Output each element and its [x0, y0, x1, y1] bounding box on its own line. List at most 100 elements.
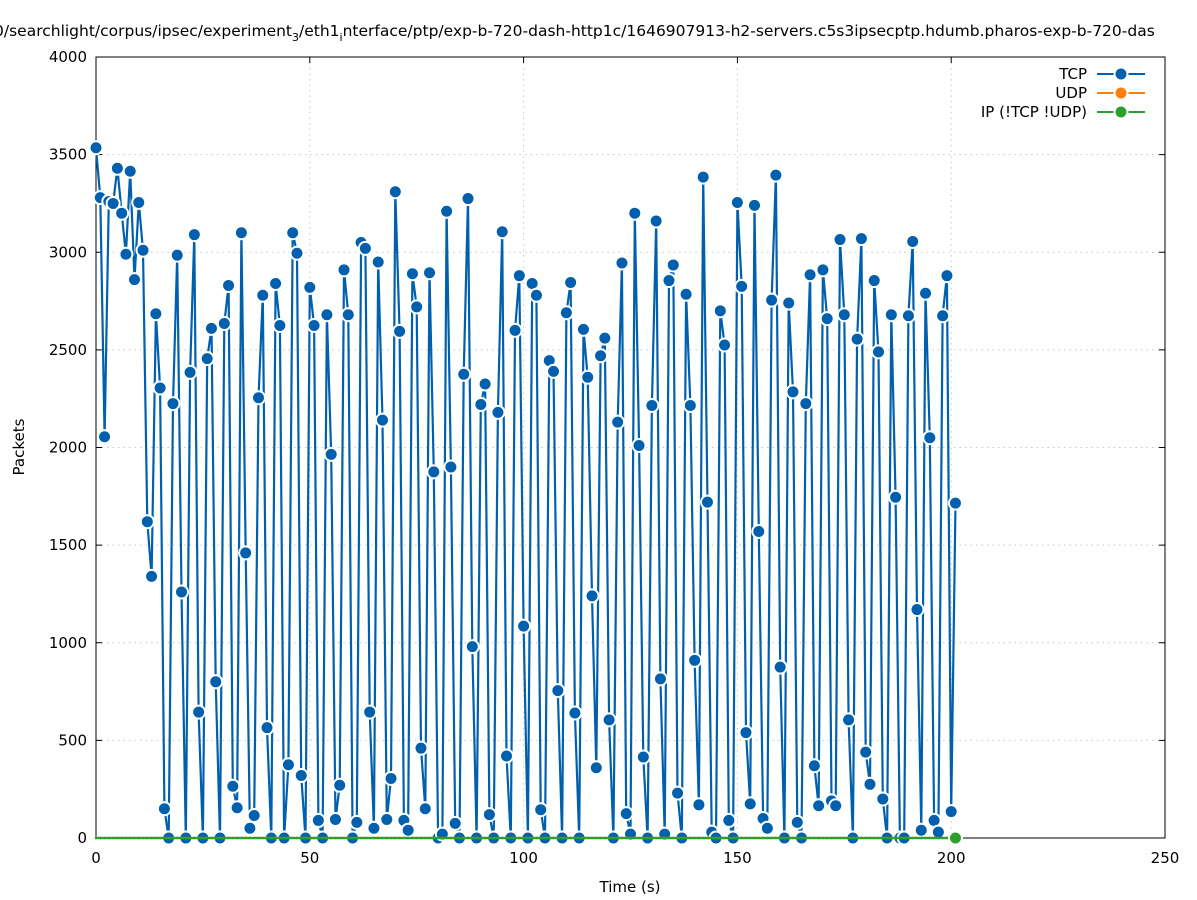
- data-point-ip-tcp-udp: [329, 836, 333, 840]
- data-point-ip-tcp-udp: [902, 836, 906, 840]
- data-point-tcp: [922, 430, 938, 446]
- data-point-ip-tcp-udp: [188, 836, 192, 840]
- data-point-ip-tcp-udp: [646, 836, 649, 840]
- data-point-tcp: [558, 305, 574, 321]
- data-point-ip-tcp-udp: [240, 836, 243, 840]
- data-point-ip-tcp-udp: [599, 836, 602, 840]
- title-segment: 0/searchlight/corpus/ipsec/experiment: [0, 22, 292, 40]
- data-point-tcp: [456, 366, 472, 382]
- data-point-ip-tcp-udp: [766, 836, 769, 840]
- data-point-ip-tcp-udp: [727, 836, 731, 840]
- data-point-ip-tcp-udp: [932, 836, 936, 840]
- data-point-ip-tcp-udp: [761, 836, 765, 840]
- data-point-tcp: [909, 602, 925, 618]
- data-point-tcp: [250, 390, 266, 406]
- data-point-ip-tcp-udp: [530, 836, 534, 840]
- data-point-tcp: [259, 720, 275, 736]
- data-point-tcp: [165, 396, 181, 412]
- data-point-tcp: [507, 322, 523, 338]
- data-point-ip-tcp-udp: [847, 836, 850, 840]
- series-line-tcp: [94, 147, 957, 840]
- data-point-ip-tcp-udp: [642, 836, 645, 840]
- data-point-tcp: [199, 351, 215, 367]
- data-point-tcp: [563, 275, 579, 291]
- data-point-ip-tcp-udp: [163, 836, 166, 840]
- data-point-tcp: [464, 639, 480, 655]
- data-point-tcp: [678, 286, 694, 302]
- data-point-ip-tcp-udp: [137, 836, 140, 840]
- x-tick-label: 250: [1151, 849, 1180, 867]
- data-point-ip-tcp-udp: [817, 836, 820, 840]
- data-point-ip-tcp-udp: [261, 836, 264, 840]
- data-point-tcp: [191, 704, 207, 720]
- title-segment: /eth1: [299, 22, 340, 40]
- data-point-tcp: [575, 321, 591, 337]
- data-point-ip-tcp-udp: [710, 836, 713, 840]
- data-point-ip-tcp-udp: [808, 836, 812, 840]
- data-point-tcp: [789, 814, 805, 830]
- legend-marker: [1113, 104, 1129, 120]
- data-point-ip-tcp-udp: [654, 836, 658, 840]
- data-point-ip-tcp-udp: [877, 836, 880, 840]
- data-point-ip-tcp-udp: [419, 836, 423, 840]
- data-point-ip-tcp-udp: [129, 836, 132, 840]
- data-point-tcp: [481, 807, 497, 823]
- data-point-ip-tcp-udp: [753, 836, 756, 840]
- data-point-ip-tcp-udp: [560, 836, 564, 840]
- data-point-tcp: [242, 820, 258, 836]
- data-point-tcp: [280, 757, 296, 773]
- data-point-ip-tcp-udp: [894, 836, 897, 840]
- data-point-ip-tcp-udp: [744, 836, 748, 840]
- data-point-ip-tcp-udp: [227, 836, 230, 840]
- data-point-ip-tcp-udp: [436, 836, 440, 840]
- data-point-ip-tcp-udp: [180, 836, 183, 840]
- data-point-tcp: [122, 163, 138, 179]
- data-point-ip-tcp-udp: [218, 836, 222, 840]
- data-point-ip-tcp-udp: [731, 836, 735, 840]
- data-point-ip-tcp-udp: [291, 836, 294, 840]
- data-point-ip-tcp-udp: [449, 836, 453, 840]
- data-point-ip-tcp-udp: [885, 836, 889, 840]
- data-point-ip-tcp-udp: [719, 836, 722, 840]
- data-point-tcp: [734, 278, 750, 294]
- data-point-ip-tcp-udp: [595, 836, 598, 840]
- data-point-tcp: [255, 287, 271, 303]
- data-point-ip-tcp-udp: [141, 836, 145, 840]
- data-point-ip-tcp-udp: [214, 836, 217, 840]
- axis-ticks: 0 500 1000 1500 2000 2500 3000 3500 4000 0 50 100 15…: [49, 48, 1180, 867]
- data-point-tcp: [383, 770, 399, 786]
- data-point-tcp: [336, 262, 352, 278]
- data-point-tcp: [888, 489, 904, 505]
- data-point-ip-tcp-udp: [616, 836, 619, 840]
- data-point-tcp: [546, 363, 562, 379]
- data-point-ip-tcp-udp: [821, 836, 825, 840]
- data-point-tcp: [806, 758, 822, 774]
- data-point-tcp: [866, 273, 882, 289]
- data-point-tcp: [443, 459, 459, 475]
- data-point-ip-tcp-udp: [501, 836, 504, 840]
- y-tick-label: 1500: [49, 536, 87, 554]
- data-point-ip-tcp-udp: [881, 836, 884, 840]
- data-point-ip-tcp-udp: [359, 836, 363, 840]
- y-tick-label: 2500: [49, 341, 87, 359]
- data-point-tcp: [699, 494, 715, 510]
- data-point-tcp: [186, 227, 202, 243]
- data-point-tcp: [729, 194, 745, 210]
- data-point-tcp: [738, 725, 754, 741]
- y-tick-label: 1000: [49, 634, 87, 652]
- data-point-ip-tcp-udp: [295, 836, 299, 840]
- legend-label: UDP: [1055, 84, 1087, 102]
- data-point-tcp: [439, 203, 455, 219]
- data-point-ip-tcp-udp: [740, 836, 743, 840]
- data-point-ip-tcp-udp: [492, 836, 495, 840]
- data-point-tcp: [152, 380, 168, 396]
- data-point-ip-tcp-udp: [535, 836, 538, 840]
- data-point-tcp: [717, 337, 733, 353]
- data-point-ip-tcp-udp: [120, 836, 123, 840]
- data-point-ip-tcp-udp: [150, 836, 153, 840]
- data-point-ip-tcp-udp: [898, 836, 902, 840]
- data-point-ip-tcp-udp: [723, 836, 726, 840]
- data-point-tcp: [832, 232, 848, 248]
- title-segment: nterface/ptp/exp-b-720-dash-http1c/16469…: [343, 22, 1155, 40]
